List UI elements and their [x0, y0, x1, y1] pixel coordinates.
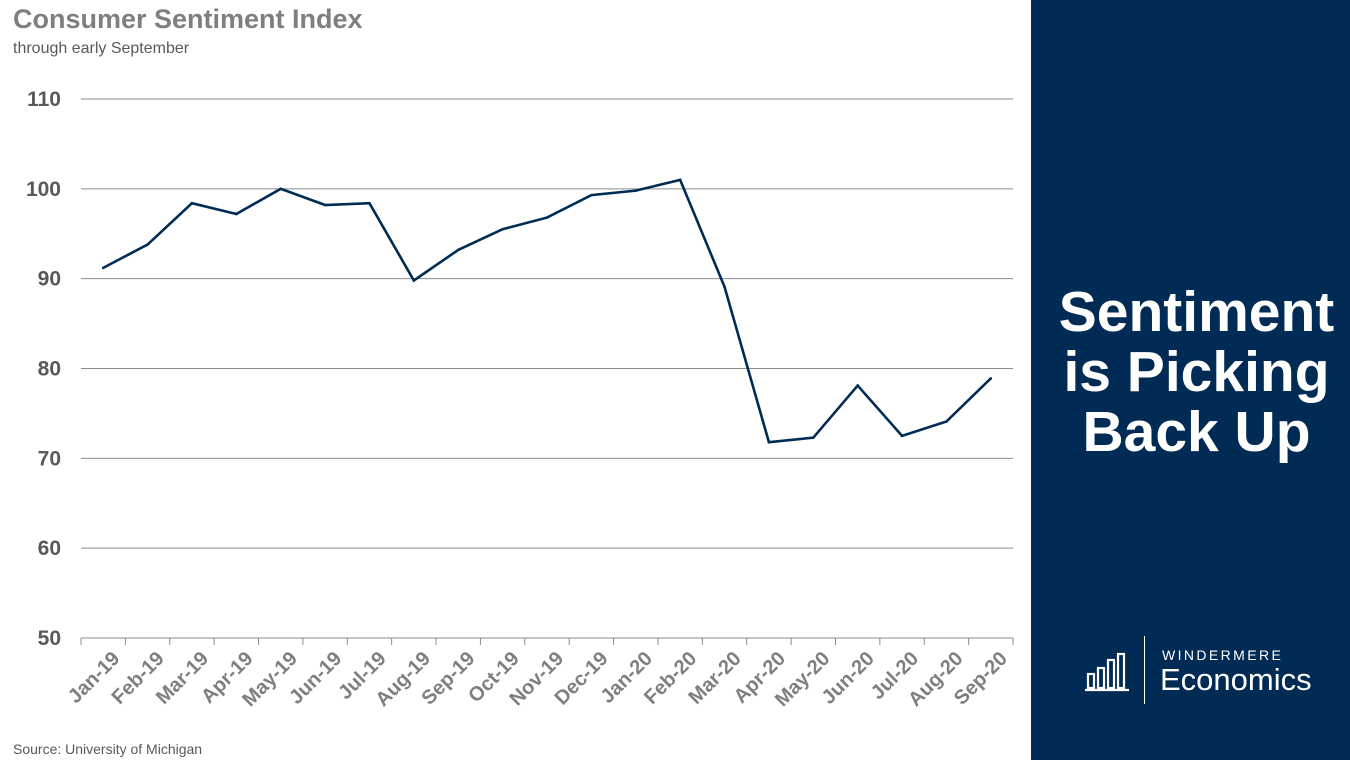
data-point [456, 248, 460, 252]
chart-title: Consumer Sentiment Index [13, 4, 363, 34]
headline-line: Back Up [1082, 400, 1311, 464]
y-tick-label: 60 [38, 537, 61, 560]
series-line [102, 178, 992, 444]
data-point [767, 440, 771, 444]
gridlines [81, 98, 1013, 549]
data-point [190, 201, 194, 205]
y-tick-label: 80 [38, 358, 61, 381]
data-point [545, 216, 549, 219]
y-tick-label: 70 [38, 447, 61, 470]
logo-divider [1144, 636, 1145, 704]
x-axis-ticks: Jan-19Feb-19Mar-19Apr-19May-19Jun-19Jul-… [64, 648, 1012, 712]
data-point [811, 436, 815, 439]
data-point [678, 178, 682, 182]
data-point [856, 384, 859, 387]
data-point [323, 203, 327, 207]
data-point [900, 434, 904, 438]
data-point [634, 189, 638, 192]
series-layer [101, 178, 993, 444]
data-point [501, 227, 504, 231]
y-axis-ticks: 50 60 70 80 90 100 110 [26, 88, 61, 650]
data-point [235, 212, 238, 216]
chart-subtitle: through early September [13, 40, 190, 57]
y-tick-label: 90 [38, 268, 61, 291]
data-point [723, 285, 726, 289]
data-point [146, 243, 149, 246]
headline-line: Sentiment [1058, 280, 1335, 344]
data-point [945, 420, 948, 423]
y-tick-label: 100 [26, 178, 61, 201]
data-point [989, 377, 993, 380]
y-tick-label: 110 [27, 88, 61, 111]
data-point [101, 266, 105, 270]
logo-wordmark-top: WINDERMERE [1162, 647, 1284, 663]
data-point [412, 279, 416, 282]
side-panel: Sentiment is Picking Back Up WINDERMERE … [1031, 0, 1350, 760]
logo-wordmark-bottom: Economics [1160, 662, 1312, 697]
data-point [279, 187, 283, 191]
data-point [368, 201, 371, 205]
data-point [590, 193, 593, 197]
x-axis [80, 637, 1014, 645]
headline: Sentiment is Picking Back Up [1031, 282, 1350, 462]
bar-chart-icon [1085, 652, 1129, 692]
line-chart: 50 60 70 80 90 100 110 Jan-19Feb-19Mar-19Apr-1… [26, 88, 1014, 712]
headline-line: is Picking [1063, 340, 1330, 404]
source-note: Source: University of Michigan [13, 741, 203, 757]
y-tick-label: 50 [38, 627, 61, 650]
